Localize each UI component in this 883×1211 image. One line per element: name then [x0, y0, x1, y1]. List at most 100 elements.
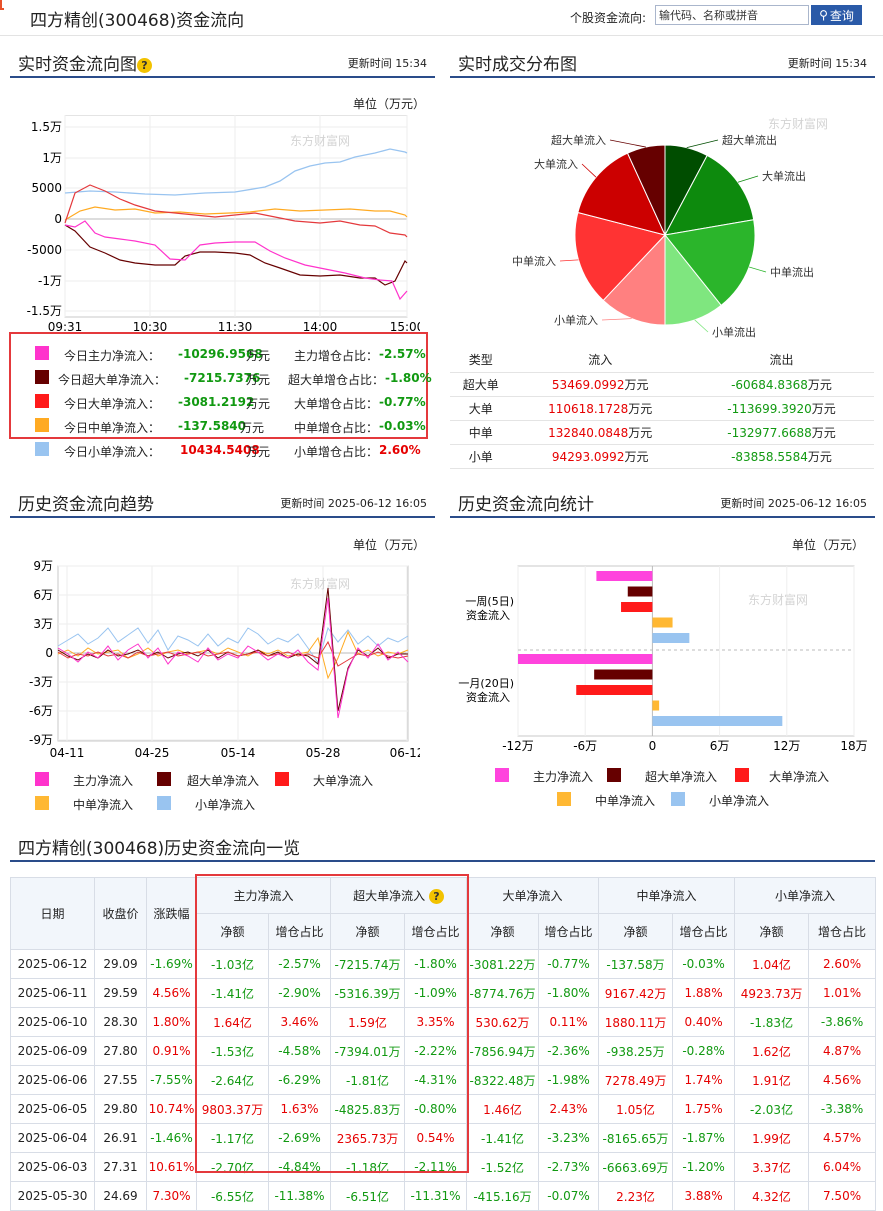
- col-xl-label: 超大单净流入: [353, 889, 426, 903]
- trend-small-line: [57, 626, 409, 665]
- table-cell: -0.80%: [404, 1094, 468, 1124]
- history-stats-update-time: 更新时间 2025-06-12 16:05: [720, 497, 867, 510]
- table-cell: 1880.11万: [598, 1007, 674, 1037]
- legend-row: 今日超大单净流入： -7215.7376 万元 超大单增仓占比： -1.80%: [28, 366, 448, 390]
- realtime-main-line: [64, 220, 408, 301]
- realtime-medium-line: [64, 206, 408, 221]
- history-stats-unit: 单位（万元）: [792, 538, 865, 552]
- help-icon[interactable]: ?: [428, 889, 444, 904]
- legend-swatch: [35, 346, 49, 360]
- stats-bar: [594, 669, 653, 680]
- dist-in: 110618.1728万元: [511, 396, 689, 421]
- table-cell: 27.31: [94, 1152, 147, 1182]
- table-cell: 2.43%: [538, 1094, 600, 1124]
- dist-in: 94293.0992万元: [511, 444, 689, 469]
- legend-swatch: [671, 792, 685, 806]
- table-cell: 1.46亿: [466, 1094, 540, 1124]
- table-cell: -6663.69万: [598, 1152, 674, 1182]
- distribution-row: 超大单 53469.0992万元 -60684.8368万元: [450, 372, 874, 397]
- table-cell: 2025-06-06: [10, 1065, 95, 1095]
- stats-bar: [652, 633, 690, 643]
- table-cell: 4.56%: [146, 978, 197, 1008]
- y-tick-label: -1万: [38, 274, 62, 288]
- table-cell: -2.03亿: [734, 1094, 810, 1124]
- table-cell: -7.55%: [146, 1065, 197, 1095]
- table-row: 2025-06-11 29.59 4.56% -1.41亿 -2.90% -5316.39…: [10, 978, 877, 1008]
- col-net: 净额: [734, 913, 810, 950]
- x-tick-label: 09:31: [48, 320, 83, 333]
- table-cell: -1.87%: [672, 1123, 736, 1153]
- realtime-title: 实时资金流向图: [18, 55, 137, 75]
- table-cell: 4.87%: [808, 1036, 877, 1066]
- table-cell: 0.11%: [538, 1007, 600, 1037]
- table-cell: 1.75%: [672, 1094, 736, 1124]
- table-cell: 2025-05-30: [10, 1181, 95, 1211]
- table-cell: -1.69%: [146, 949, 197, 979]
- legend-unit: 万元: [246, 349, 271, 363]
- dist-in: 53469.0992万元: [511, 372, 689, 397]
- table-row: 2025-06-09 27.80 0.91% -1.53亿 -4.58% -7394.01…: [10, 1036, 877, 1066]
- table-cell: 1.80%: [146, 1007, 197, 1037]
- stats-cat1-line2: 资金流入: [466, 608, 510, 622]
- realtime-flow-chart: 东方财富网 1.5万 1万 5000 0 -5000 -1万 -1.5万 09:31 10:3…: [27, 115, 420, 333]
- history-trend-title: 历史资金流向趋势: [18, 495, 154, 515]
- table-cell: 1.88%: [672, 978, 736, 1008]
- search-input[interactable]: [655, 5, 809, 25]
- realtime-legend: 今日主力净流入： -10296.9568 万元 主力增仓占比： -2.57% 今日超大单净…: [28, 342, 448, 467]
- history-trend-legend: 主力净流入 超大单净流入 大单净流入 中单净流入 小单净流入: [35, 772, 435, 816]
- table-cell: 2025-06-12: [10, 949, 95, 979]
- legend-row: 今日中单净流入： -137.5840 万元 中单增仓占比： -0.03%: [28, 414, 448, 438]
- x-tick-label: -6万: [573, 739, 597, 753]
- pie-label: 超大单流出: [722, 133, 777, 147]
- history-flow-table: 日期 收盘价 涨跌幅 主力净流入 超大单净流入 ? 大单净流入 中单净流入 小单…: [10, 877, 877, 1211]
- pie-label: 小单流出: [712, 325, 756, 339]
- watermark-logo: 东方财富网: [768, 116, 828, 131]
- table-cell: -3081.22万: [466, 949, 540, 979]
- table-cell: 9803.37万: [196, 1094, 269, 1124]
- x-tick-label: 05-28: [306, 746, 341, 760]
- x-tick-label: 04-11: [50, 746, 85, 760]
- x-tick-label: 10:30: [133, 320, 168, 333]
- table-cell: -2.64亿: [196, 1065, 269, 1095]
- watermark-logo: 东方财富网: [748, 592, 808, 607]
- realtime-unit: 单位（万元）: [353, 97, 426, 111]
- corner-decoration: [0, 0, 4, 10]
- table-cell: 530.62万: [466, 1007, 540, 1037]
- watermark-logo: 东方财富网: [290, 133, 350, 148]
- table-cell: 3.88%: [672, 1181, 736, 1211]
- col-main: 主力净流入: [195, 877, 332, 914]
- dist-type: 小单: [450, 444, 512, 469]
- legend-swatch: [275, 772, 289, 786]
- search-button[interactable]: ⚲ 查询: [811, 5, 862, 25]
- stats-cat2-line2: 资金流入: [466, 690, 510, 704]
- legend-label: 小单净流入: [709, 794, 770, 808]
- history-stats-chart: 东方财富网 -12万 -6万 0 6万 12万 18万 一周(5日) 资金流入 一月(20…: [458, 565, 868, 753]
- table-row: 2025-06-03 27.31 10.61% -2.70亿 -4.84% -1.18亿 -…: [10, 1152, 877, 1182]
- stats-cat1-line1: 一周(5日): [465, 595, 514, 608]
- help-icon[interactable]: ?: [137, 57, 152, 73]
- x-tick-label: 0: [649, 739, 657, 753]
- table-cell: 1.62亿: [734, 1036, 810, 1066]
- y-tick-label: 0: [54, 212, 62, 226]
- legend-ratio-label: 主力增仓占比：: [294, 349, 379, 363]
- legend-value: -137.5840: [178, 419, 246, 433]
- pie-label: 小单流入: [554, 313, 598, 327]
- col-xl: 超大单净流入 ?: [330, 877, 468, 914]
- col-in: 流入: [511, 348, 689, 373]
- pie-slice: [664, 154, 755, 236]
- table-cell: 4923.73万: [734, 978, 810, 1008]
- table-cell: -2.73%: [538, 1152, 600, 1182]
- table-cell: 1.63%: [267, 1094, 332, 1124]
- table-cell: 2025-06-09: [10, 1036, 95, 1066]
- table-cell: -6.51亿: [330, 1181, 406, 1211]
- pie-label: 大单流出: [762, 169, 806, 183]
- table-row: 2025-06-10 28.30 1.80% 1.64亿 3.46% 1.59亿 3.35%…: [10, 1007, 877, 1037]
- top-bar: [0, 0, 883, 36]
- table-cell: 0.91%: [146, 1036, 197, 1066]
- trend-large-line: [57, 640, 409, 667]
- y-tick-label: -9万: [29, 733, 53, 747]
- distribution-update-time: 更新时间 15:34: [787, 57, 867, 70]
- legend-label: 今日中单净流入：: [64, 421, 161, 435]
- history-trend-update-time: 更新时间 2025-06-12 16:05: [280, 497, 427, 510]
